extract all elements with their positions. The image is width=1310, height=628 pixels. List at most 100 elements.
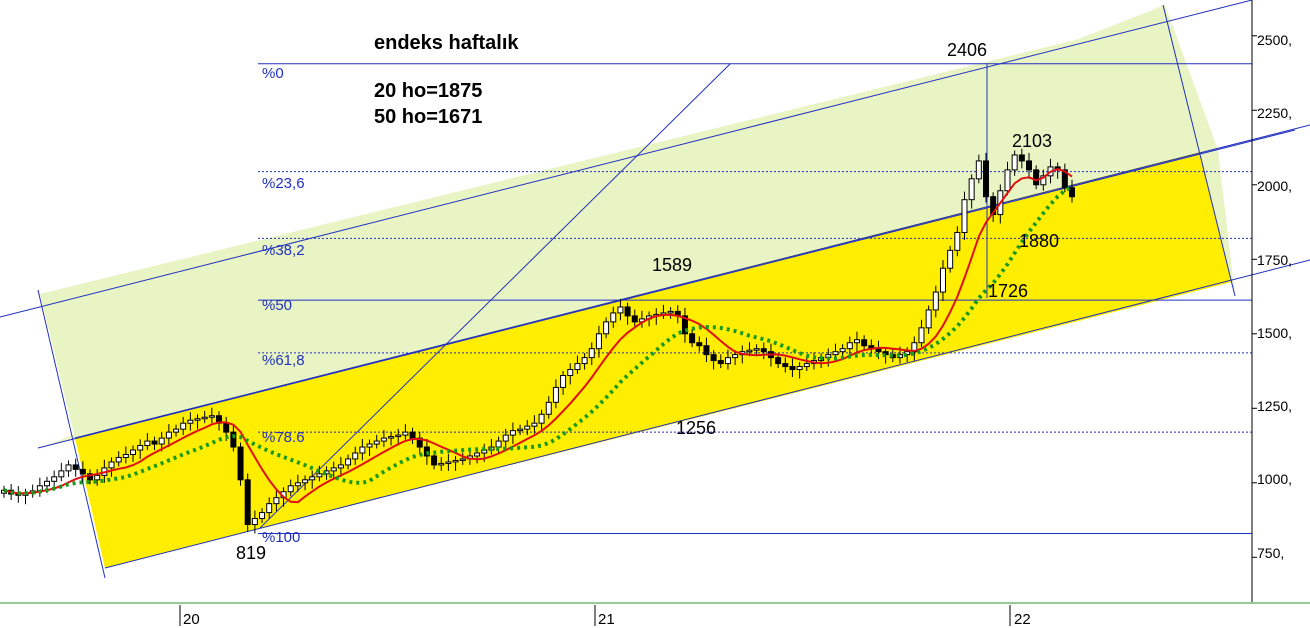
candle	[194, 414, 201, 430]
candle-body	[696, 342, 703, 347]
candle	[373, 434, 380, 449]
upper-band-area	[40, 18, 1235, 438]
fib-label-0: %0	[262, 65, 284, 82]
point-label-1726: 1726	[988, 281, 1029, 301]
candle-body	[689, 333, 696, 344]
candle	[502, 428, 509, 449]
candle-body	[1061, 169, 1068, 189]
candle	[345, 454, 352, 470]
candle-body	[395, 434, 402, 438]
chart-title: endeks haftalık	[374, 32, 519, 54]
candle	[509, 422, 516, 445]
candle-body	[1011, 154, 1018, 171]
candle	[187, 412, 194, 431]
candle-body	[617, 306, 624, 314]
y-tick-2000: 2000,	[1257, 178, 1293, 194]
candle	[789, 358, 796, 377]
candle-body	[194, 418, 201, 421]
candle-body	[939, 267, 946, 293]
candle-body	[875, 348, 882, 353]
candle	[567, 363, 574, 385]
candle	[180, 416, 187, 436]
candle-body	[302, 479, 309, 484]
candle-body	[72, 464, 79, 470]
candle	[610, 306, 617, 328]
candle-body	[1040, 175, 1047, 186]
channel-edge-right	[1162, 4, 1236, 297]
candle-body	[595, 333, 602, 350]
candle-body	[165, 431, 172, 439]
candle	[1018, 148, 1025, 169]
candle-body	[861, 339, 868, 347]
candle	[1061, 163, 1068, 193]
candle	[1033, 165, 1040, 190]
candle-body	[1018, 154, 1025, 162]
candle-body	[402, 431, 409, 436]
candle-body	[753, 348, 760, 351]
candle	[681, 307, 688, 343]
candle-body	[631, 315, 638, 323]
candle	[696, 336, 703, 352]
candle-body	[144, 440, 151, 447]
candle-body	[545, 401, 552, 415]
candle-body	[746, 349, 753, 353]
candle	[710, 350, 717, 370]
candle	[445, 453, 452, 471]
candle-body	[567, 369, 574, 377]
candle	[617, 298, 624, 321]
candle	[667, 306, 674, 319]
point-label-2406: 2406	[947, 40, 988, 60]
channel-edge-left	[37, 289, 106, 579]
candle-body	[610, 312, 617, 323]
candle-body	[459, 458, 466, 461]
candle-body	[44, 480, 51, 487]
candle-body	[531, 422, 538, 427]
candle	[861, 335, 868, 351]
candle	[137, 439, 144, 459]
candle	[251, 510, 258, 534]
fib-label-61-8: %61,8	[262, 352, 305, 369]
ma50-label: 50 ho=1671	[374, 106, 483, 128]
candle	[94, 469, 101, 486]
candle-body	[968, 178, 975, 201]
candle-body	[431, 455, 438, 466]
ma-line-20	[3, 168, 1073, 504]
candle-body	[732, 354, 739, 359]
candle	[395, 428, 402, 446]
candle-body	[1069, 187, 1075, 198]
candle-body	[345, 458, 352, 466]
candle-body	[316, 473, 323, 478]
candle-body	[495, 440, 502, 448]
candle-body	[79, 468, 86, 475]
candle-body	[782, 363, 789, 368]
candle	[961, 191, 968, 240]
candle	[402, 424, 409, 440]
candle-body	[65, 464, 72, 472]
candle-body	[982, 160, 989, 198]
channel-line-top	[0, 0, 1253, 318]
candle	[574, 355, 581, 375]
candle-body	[581, 357, 588, 365]
channel-line-bottom	[104, 259, 1310, 569]
candle	[760, 342, 767, 360]
candle-body	[710, 354, 717, 362]
candle	[775, 353, 782, 369]
fib-label-23-6: %23,6	[262, 175, 305, 192]
channel-line-mid	[37, 129, 1296, 449]
candle-body	[760, 348, 767, 353]
y-tick-1250: 1250,	[1257, 398, 1293, 414]
candle-body	[990, 196, 997, 216]
candle	[108, 457, 115, 477]
candle-body	[961, 199, 968, 233]
point-label-1880: 1880	[1019, 231, 1060, 251]
candle-body	[180, 422, 187, 430]
candle-body	[603, 321, 610, 335]
candle	[36, 477, 43, 497]
candle-body	[775, 357, 782, 365]
candle	[58, 462, 65, 482]
candle	[309, 470, 316, 489]
candle-body	[359, 446, 366, 454]
y-tick-1750: 1750,	[1257, 252, 1293, 268]
candle-body	[667, 310, 674, 314]
candle-body	[352, 452, 359, 460]
